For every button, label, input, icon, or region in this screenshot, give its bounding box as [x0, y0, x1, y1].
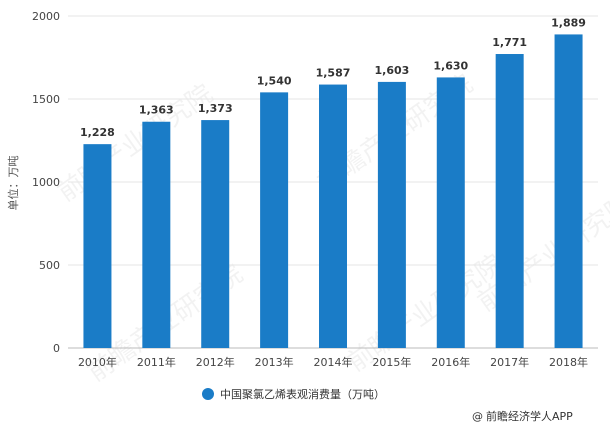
y-axis-ticks: 0 500 1000 1500 2000 — [32, 10, 60, 355]
legend: 中国聚氯乙烯表观消费量（万吨） — [202, 387, 385, 401]
data-label: 1,228 — [80, 126, 115, 139]
x-tick-label: 2013年 — [255, 355, 294, 369]
data-label: 1,630 — [433, 59, 468, 72]
data-label: 1,540 — [257, 74, 292, 87]
bar — [142, 121, 171, 348]
bar — [319, 84, 347, 349]
bar — [83, 144, 112, 348]
bar — [554, 34, 583, 349]
credit: @ 前瞻经济学人APP — [472, 409, 573, 423]
bar — [436, 77, 465, 349]
y-tick-label: 2000 — [32, 10, 60, 23]
watermark-text: 前瞻产业研究院 — [52, 79, 218, 208]
y-tick-label: 1500 — [32, 93, 60, 106]
y-axis-label: 单位：万吨 — [6, 156, 20, 211]
watermark-text: 前瞻产业研究院 — [342, 249, 508, 378]
legend-label: 中国聚氯乙烯表观消费量（万吨） — [220, 387, 385, 401]
x-tick-label: 2016年 — [431, 355, 470, 369]
bar — [377, 81, 406, 348]
x-tick-label: 2010年 — [78, 355, 117, 369]
data-label: 1,587 — [316, 67, 351, 80]
data-label: 1,603 — [374, 64, 409, 77]
x-tick-label: 2018年 — [549, 355, 588, 369]
x-tick-label: 2015年 — [372, 355, 411, 369]
bars — [83, 34, 583, 349]
bar — [495, 54, 524, 348]
data-label: 1,373 — [198, 102, 233, 115]
legend-marker — [202, 388, 214, 400]
y-tick-label: 1000 — [32, 176, 60, 189]
credit-text: 前瞻经济学人APP — [486, 409, 573, 423]
data-labels: 1,228 1,363 1,373 1,540 1,587 1,603 1,630 1,771… — [80, 16, 586, 139]
x-tick-label: 2012年 — [196, 355, 235, 369]
y-tick-label: 500 — [39, 259, 60, 272]
x-tick-label: 2014年 — [314, 355, 353, 369]
x-tick-label: 2017年 — [490, 355, 529, 369]
bar — [201, 120, 230, 348]
credit-symbol: @ — [472, 410, 483, 423]
x-tick-label: 2011年 — [137, 355, 176, 369]
y-tick-label: 0 — [53, 342, 60, 355]
data-label: 1,771 — [492, 36, 527, 49]
x-axis-ticks: 2010年 2011年 2012年 2013年 2014年 2015年 2016年 2017年… — [78, 355, 588, 369]
data-label: 1,363 — [139, 104, 174, 117]
data-label: 1,889 — [551, 16, 586, 29]
bar — [260, 92, 289, 348]
